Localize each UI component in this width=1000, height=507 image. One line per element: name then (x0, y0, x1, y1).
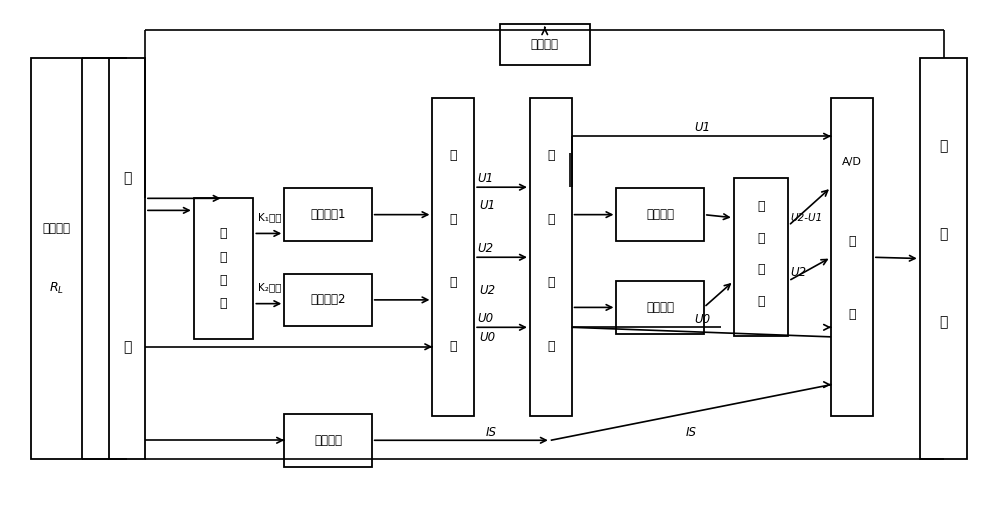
Text: 集: 集 (450, 340, 457, 353)
Text: 信: 信 (547, 149, 554, 162)
Bar (31, 58, 82, 459)
Bar (616, 281, 704, 334)
Text: U2: U2 (477, 242, 493, 255)
Text: 放电回路2: 放电回路2 (310, 294, 346, 306)
Text: 采样保持: 采样保持 (646, 208, 674, 221)
Text: 隔离驱动: 隔离驱动 (531, 39, 559, 51)
Text: 大: 大 (757, 295, 765, 308)
Text: 机: 机 (939, 316, 948, 330)
Bar (920, 58, 967, 459)
Text: 开: 开 (220, 274, 227, 286)
Text: IS: IS (685, 426, 696, 439)
Text: U1: U1 (477, 172, 493, 185)
Bar (734, 178, 788, 336)
Text: U0: U0 (694, 313, 710, 326)
Text: $R_L$: $R_L$ (49, 281, 64, 296)
Text: 调: 调 (547, 276, 554, 289)
Text: 采: 采 (450, 276, 457, 289)
Bar (284, 188, 372, 241)
Bar (432, 98, 474, 416)
Text: A/D: A/D (842, 157, 862, 167)
Text: U2: U2 (790, 267, 807, 279)
Text: 组: 组 (220, 227, 227, 240)
Text: 转: 转 (848, 235, 856, 248)
Text: 号: 号 (547, 212, 554, 226)
Text: 换: 换 (848, 308, 856, 321)
Bar (500, 24, 590, 65)
Text: 采样保持: 采样保持 (646, 301, 674, 314)
Text: 电: 电 (450, 149, 457, 162)
Text: 关: 关 (220, 297, 227, 310)
Bar (616, 188, 704, 241)
Text: U0: U0 (479, 331, 495, 344)
Text: 等效负载: 等效负载 (42, 222, 70, 235)
Text: 合: 合 (220, 250, 227, 264)
Text: 电流采集: 电流采集 (314, 434, 342, 447)
Text: U0: U0 (477, 312, 493, 325)
Text: 理: 理 (547, 340, 554, 353)
Text: 分: 分 (757, 232, 765, 245)
Bar (530, 98, 572, 416)
Text: 放: 放 (757, 264, 765, 276)
Text: U1: U1 (694, 121, 710, 134)
Text: U1: U1 (479, 199, 495, 212)
Text: K₁闭合: K₁闭合 (258, 212, 282, 223)
Text: 片: 片 (939, 228, 948, 241)
Bar (284, 414, 372, 466)
Bar (109, 58, 145, 459)
Bar (194, 198, 253, 339)
Text: 差: 差 (757, 200, 765, 213)
Text: 单: 单 (939, 139, 948, 153)
Bar (831, 98, 873, 416)
Text: 池: 池 (123, 340, 131, 354)
Text: 压: 压 (450, 212, 457, 226)
Bar (284, 274, 372, 326)
Text: U2: U2 (479, 284, 495, 298)
Text: 放电回路1: 放电回路1 (310, 208, 346, 221)
Text: U2-U1: U2-U1 (790, 212, 823, 223)
Text: 电: 电 (123, 171, 131, 185)
Text: K₂闭合: K₂闭合 (258, 282, 282, 293)
Text: IS: IS (486, 426, 497, 439)
